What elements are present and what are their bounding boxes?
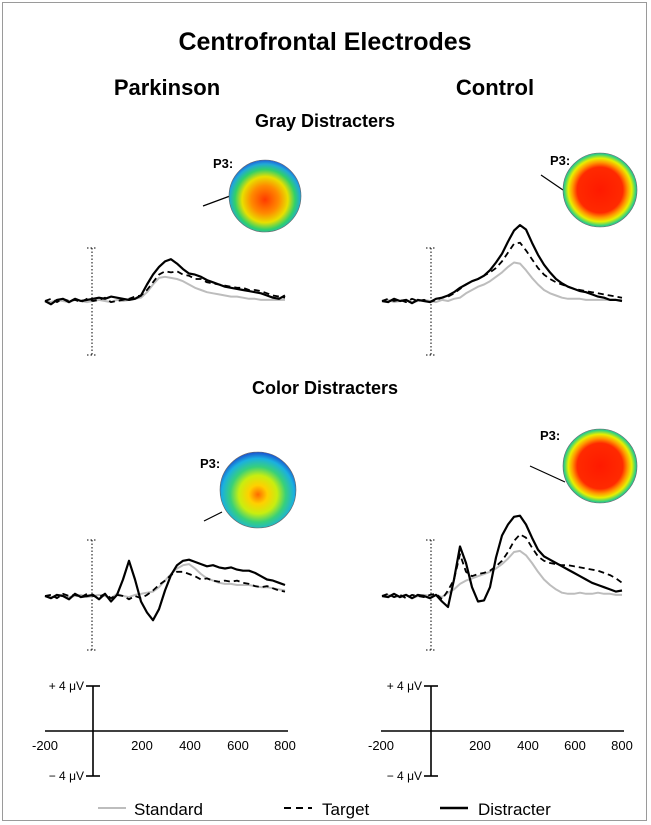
x-tick-label: -200 <box>368 738 394 753</box>
legend-item-target: Target <box>284 800 370 819</box>
section-label-gray: Gray Distracters <box>255 111 395 131</box>
topomap-control-gray: P3: <box>540 152 638 228</box>
figure-title: Centrofrontal Electrodes <box>178 28 471 56</box>
x-tick-label: 200 <box>131 738 153 753</box>
x-tick-label: 400 <box>517 738 539 753</box>
legend-item-distracter: Distracter <box>440 800 551 819</box>
x-tick-label: 200 <box>469 738 491 753</box>
legend-label: Standard <box>134 800 203 819</box>
topomap-label: P3: <box>200 456 220 471</box>
legend-label: Target <box>322 800 370 819</box>
series-line-standard <box>44 275 285 304</box>
erp-panel-control-color <box>381 514 623 651</box>
series-line-target <box>381 533 623 601</box>
x-tick-label: 600 <box>564 738 586 753</box>
x-tick-label: 600 <box>227 738 249 753</box>
series-line-distracter <box>381 224 623 305</box>
group-label-control: Control <box>456 75 534 100</box>
series-line-target <box>44 570 286 601</box>
erp-panel-control-gray <box>381 224 623 356</box>
erp-panel-parkinson-gray <box>44 247 286 356</box>
y-axis-top-label: + 4 μV <box>387 679 422 693</box>
x-tick-label: -200 <box>32 738 58 753</box>
reference-axis-parkinson: + 4 μV − 4 μV -200 200 400 600 800 <box>32 679 296 783</box>
topomap-label: P3: <box>550 153 570 168</box>
topomap-parkinson-color: P3: <box>200 451 297 529</box>
topomap-label: P3: <box>213 156 233 171</box>
topomap-parkinson-gray: P3: <box>202 156 302 233</box>
series-line-standard <box>381 261 622 304</box>
series-line-distracter <box>44 258 286 306</box>
section-label-color: Color Distracters <box>252 378 398 398</box>
reference-axis-control: + 4 μV − 4 μV -200 200 400 600 800 <box>368 679 633 783</box>
y-axis-bottom-label: − 4 μV <box>387 769 422 783</box>
series-line-distracter <box>44 558 286 622</box>
erp-panel-parkinson-color <box>44 539 286 651</box>
x-tick-label: 400 <box>179 738 201 753</box>
x-tick-label: 800 <box>611 738 633 753</box>
y-axis-bottom-label: − 4 μV <box>49 769 84 783</box>
legend: Standard Target Distracter <box>98 800 551 819</box>
topomap-control-color: P3: <box>529 428 638 504</box>
y-axis-top-label: + 4 μV <box>49 679 84 693</box>
x-tick-label: 800 <box>274 738 296 753</box>
group-label-parkinson: Parkinson <box>114 75 220 100</box>
legend-label: Distracter <box>478 800 551 819</box>
series-line-standard <box>381 549 622 600</box>
legend-item-standard: Standard <box>98 800 203 819</box>
series-line-distracter <box>381 514 623 609</box>
topomap-label: P3: <box>540 428 560 443</box>
